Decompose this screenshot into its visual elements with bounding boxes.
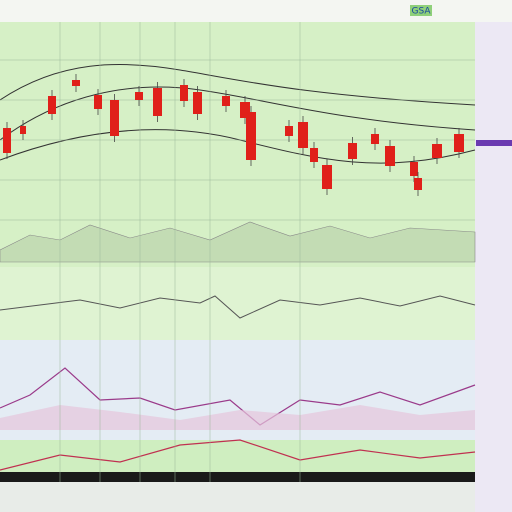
candle xyxy=(454,134,464,152)
candle xyxy=(110,100,119,136)
candle xyxy=(298,122,308,148)
candle xyxy=(385,146,395,166)
indicator-line xyxy=(0,367,476,426)
candle xyxy=(153,88,162,116)
volume-line xyxy=(0,439,476,471)
oscillator-panel xyxy=(0,267,475,340)
band-upper xyxy=(0,63,476,106)
price-axis xyxy=(475,22,512,512)
candle xyxy=(322,165,332,189)
candle xyxy=(414,178,422,190)
candle xyxy=(135,92,143,100)
candle xyxy=(371,134,379,144)
candle xyxy=(20,126,26,134)
candle xyxy=(94,95,102,109)
badge: GSA xyxy=(411,7,431,17)
candle xyxy=(180,85,188,101)
candle xyxy=(72,80,80,86)
candle xyxy=(432,144,442,158)
candle xyxy=(310,148,318,162)
band-middle xyxy=(0,86,476,141)
time-axis xyxy=(0,482,475,512)
candle xyxy=(193,92,202,114)
price-marker xyxy=(476,140,512,146)
volume-bars xyxy=(0,472,475,482)
badge-box xyxy=(410,5,432,16)
candle xyxy=(3,128,11,153)
indicator-area xyxy=(0,405,475,430)
candle xyxy=(348,143,357,159)
oscillator-line xyxy=(0,295,476,319)
candle xyxy=(410,162,418,176)
candle xyxy=(240,102,250,118)
candle xyxy=(246,112,256,160)
volume-profile xyxy=(0,221,476,263)
top-bar xyxy=(0,0,512,22)
price-panel xyxy=(0,22,475,267)
candle xyxy=(285,126,293,136)
candle xyxy=(48,96,56,114)
candle xyxy=(222,96,230,106)
